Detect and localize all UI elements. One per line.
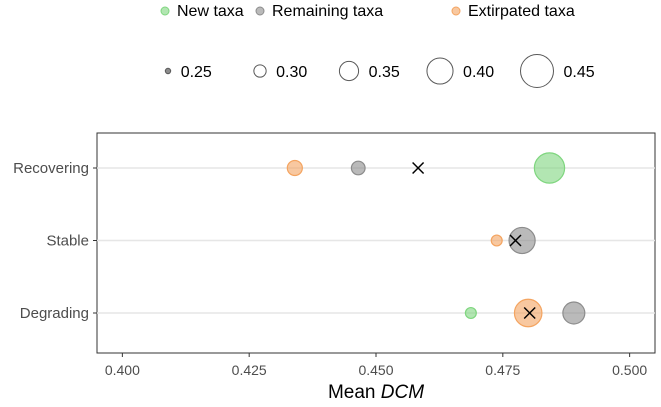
color-legend: New taxa Remaining taxa Extirpated taxa: [160, 3, 575, 20]
legend-swatch-remaining-taxa: [255, 6, 265, 16]
x-axis-title: Mean DCM: [328, 382, 424, 403]
mean-markers: [412, 161, 536, 320]
y-axis: Recovering Stable Degrading: [13, 160, 97, 322]
legend-label: New taxa: [177, 3, 244, 20]
size-legend-label: 0.35: [369, 64, 400, 81]
data-points: [286, 152, 586, 328]
mean-marker-degrading: [523, 306, 536, 320]
size-legend-label: 0.30: [276, 64, 307, 81]
size-legend-label: 0.45: [564, 64, 595, 81]
size-legend-label: 0.25: [181, 64, 212, 81]
legend-label: Extirpated taxa: [468, 3, 575, 20]
x-tick-label: 0.450: [358, 362, 393, 378]
size-legend-circle-2: [338, 60, 360, 82]
mean-marker-recovering: [412, 161, 425, 175]
x-tick-label: 0.475: [485, 362, 520, 378]
size-legend-circle-3: [426, 57, 454, 85]
point-extirpated-taxa-stable: [490, 234, 503, 247]
point-extirpated-taxa-recovering: [286, 159, 303, 177]
point-extirpated-taxa-degrading: [513, 298, 543, 328]
x-axis-title-variable: DCM: [381, 382, 424, 403]
size-legend: 0.25 0.30 0.35 0.40 0.45: [164, 54, 595, 88]
x-tick-label: 0.400: [105, 362, 140, 378]
legend-label: Remaining taxa: [272, 3, 383, 20]
size-legend-circle-0: [164, 67, 172, 75]
point-remaining-taxa-recovering: [350, 160, 366, 176]
point-remaining-taxa-degrading: [562, 301, 586, 325]
x-axis-title-prefix: Mean: [328, 382, 381, 403]
x-tick-label: 0.425: [232, 362, 267, 378]
x-tick-label: 0.500: [612, 362, 647, 378]
x-axis: 0.400 0.425 0.450 0.475 0.500: [105, 353, 647, 378]
size-legend-circle-1: [253, 64, 267, 78]
legend-swatch-extirpated-taxa: [451, 6, 461, 16]
point-new-taxa-recovering: [533, 152, 566, 184]
point-remaining-taxa-stable: [508, 226, 536, 255]
legend-swatch-new-taxa: [160, 6, 170, 16]
y-tick-label: Recovering: [13, 160, 89, 177]
y-tick-label: Degrading: [20, 305, 89, 322]
y-tick-label: Stable: [46, 233, 89, 250]
point-new-taxa-degrading: [464, 306, 477, 320]
mean-marker-stable: [509, 234, 522, 247]
size-legend-circle-4: [520, 54, 554, 88]
size-legend-label: 0.40: [463, 64, 494, 81]
